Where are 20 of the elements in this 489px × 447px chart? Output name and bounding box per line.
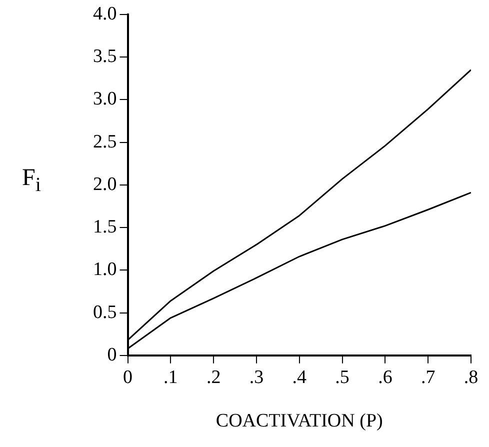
x-tick-label: .1 — [164, 366, 178, 388]
x-axis-title: COACTIVATION (P) — [216, 410, 383, 432]
y-tick-label: 0 — [107, 344, 117, 366]
y-tick-label: 1.0 — [93, 259, 117, 280]
x-tick-label: .4 — [292, 366, 307, 388]
x-tick-label: .6 — [378, 366, 392, 388]
x-tick-label: 0 — [123, 366, 132, 388]
y-tick-label: 2.5 — [93, 131, 117, 152]
x-tick-label: .7 — [420, 366, 436, 388]
y-tick-label: 3.0 — [93, 88, 117, 110]
y-axis-title: F$_{i}$ — [22, 165, 41, 197]
y-tick-label: 2.0 — [93, 174, 117, 195]
y-tick-label: 0.5 — [93, 302, 117, 323]
x-tick-label: .3 — [249, 366, 264, 388]
y-tick-label: 4.0 — [93, 3, 117, 24]
x-tick-label: .2 — [206, 366, 221, 388]
y-tick-label: 3.5 — [93, 46, 117, 68]
y-tick-label: 1.5 — [93, 216, 117, 238]
x-tick-label: .5 — [335, 366, 350, 388]
x-tick-label: .8 — [464, 366, 478, 388]
